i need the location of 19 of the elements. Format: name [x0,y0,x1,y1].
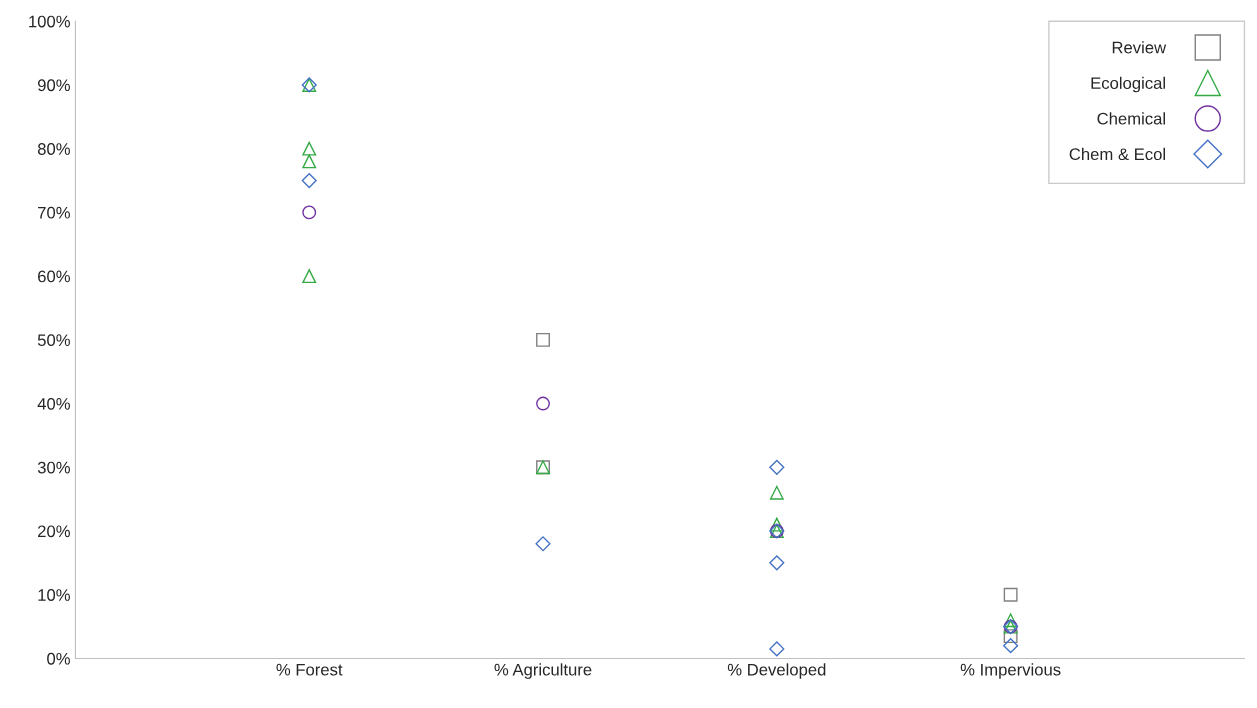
y-tick-label: 100% [29,15,70,28]
y-tick-label: 0% [47,652,70,665]
x-tick-label: % Agriculture [494,663,592,679]
y-tick-label: 30% [37,461,70,474]
x-tick-label: % Impervious [960,663,1061,679]
y-tick-label: 20% [38,525,70,538]
y-tick-label: 60% [38,270,70,283]
x-tick-label: % Forest [276,663,343,676]
legend-label: Review [1112,41,1167,54]
legend-label: Ecological [1091,76,1165,93]
legend-label: Chemical [1097,112,1165,125]
y-tick-label: 70% [38,206,70,219]
y-tick-label: 90% [37,79,70,92]
x-tick-label: % Developed [727,663,826,679]
y-tick-label: 50% [37,334,70,347]
y-tick-label: 40% [37,397,70,410]
legend-label: Chem & Ecol [1069,147,1165,161]
y-tick-label: 80% [37,143,70,155]
y-tick-label: 10% [38,589,70,601]
